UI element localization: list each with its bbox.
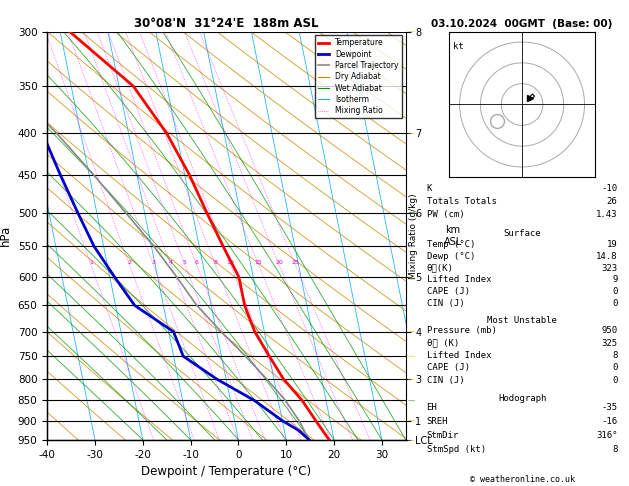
Text: 1: 1 [89, 260, 93, 265]
Legend: Temperature, Dewpoint, Parcel Trajectory, Dry Adiabat, Wet Adiabat, Isotherm, Mi: Temperature, Dewpoint, Parcel Trajectory… [314, 35, 402, 118]
Text: 5: 5 [183, 260, 187, 265]
Text: 19: 19 [607, 241, 618, 249]
Text: 8: 8 [213, 260, 218, 265]
Text: 10: 10 [226, 260, 234, 265]
Text: —: — [408, 209, 415, 215]
Text: 8: 8 [612, 351, 618, 360]
Text: SREH: SREH [426, 417, 448, 426]
Text: Lifted Index: Lifted Index [426, 275, 491, 284]
Text: 0: 0 [612, 287, 618, 296]
Text: Most Unstable: Most Unstable [487, 316, 557, 326]
Text: 14.8: 14.8 [596, 252, 618, 261]
Text: 9: 9 [612, 275, 618, 284]
Text: 0: 0 [612, 376, 618, 385]
Text: —: — [408, 417, 415, 424]
Text: —: — [408, 398, 415, 403]
Text: Mixing Ratio (g/kg): Mixing Ratio (g/kg) [409, 193, 418, 278]
Text: StmDir: StmDir [426, 431, 459, 440]
Text: 316°: 316° [596, 431, 618, 440]
Text: Hodograph: Hodograph [498, 394, 546, 403]
Text: 1.43: 1.43 [596, 210, 618, 219]
Text: 2: 2 [128, 260, 131, 265]
Text: —: — [408, 376, 415, 382]
Text: 950: 950 [601, 326, 618, 335]
Text: -16: -16 [601, 417, 618, 426]
Text: Pressure (mb): Pressure (mb) [426, 326, 496, 335]
Text: 323: 323 [601, 264, 618, 273]
Title: 30°08'N  31°24'E  188m ASL: 30°08'N 31°24'E 188m ASL [134, 17, 319, 31]
Text: 4: 4 [169, 260, 173, 265]
Text: CIN (J): CIN (J) [426, 376, 464, 385]
Text: 8: 8 [612, 445, 618, 453]
Text: © weatheronline.co.uk: © weatheronline.co.uk [470, 474, 574, 484]
Text: CAPE (J): CAPE (J) [426, 287, 470, 296]
Text: 26: 26 [607, 197, 618, 206]
Text: K: K [426, 184, 432, 193]
Text: —: — [408, 437, 415, 443]
Text: —: — [408, 353, 415, 359]
Text: -35: -35 [601, 403, 618, 412]
Text: 15: 15 [255, 260, 262, 265]
Text: 20: 20 [275, 260, 283, 265]
Y-axis label: hPa: hPa [0, 225, 12, 246]
Text: Surface: Surface [503, 229, 541, 239]
Text: 6: 6 [194, 260, 199, 265]
Text: θᴄ (K): θᴄ (K) [426, 339, 459, 347]
Text: —: — [408, 274, 415, 280]
Text: —: — [408, 329, 415, 335]
Text: 0: 0 [612, 298, 618, 308]
Text: CAPE (J): CAPE (J) [426, 364, 470, 372]
Text: Totals Totals: Totals Totals [426, 197, 496, 206]
Y-axis label: km
ASL: km ASL [443, 225, 462, 246]
Text: —: — [408, 130, 415, 137]
Text: 03.10.2024  00GMT  (Base: 00): 03.10.2024 00GMT (Base: 00) [431, 19, 613, 29]
Text: CIN (J): CIN (J) [426, 298, 464, 308]
Text: -10: -10 [601, 184, 618, 193]
Text: EH: EH [426, 403, 437, 412]
Text: Dewp (°C): Dewp (°C) [426, 252, 475, 261]
Text: 325: 325 [601, 339, 618, 347]
X-axis label: Dewpoint / Temperature (°C): Dewpoint / Temperature (°C) [142, 465, 311, 478]
Text: Lifted Index: Lifted Index [426, 351, 491, 360]
Text: PW (cm): PW (cm) [426, 210, 464, 219]
Text: StmSpd (kt): StmSpd (kt) [426, 445, 486, 453]
Text: 25: 25 [291, 260, 299, 265]
Text: Temp (°C): Temp (°C) [426, 241, 475, 249]
Text: θᴄ(K): θᴄ(K) [426, 264, 454, 273]
Text: 3: 3 [152, 260, 155, 265]
Text: —: — [408, 29, 415, 35]
Text: kt: kt [454, 42, 464, 51]
Text: 0: 0 [612, 364, 618, 372]
